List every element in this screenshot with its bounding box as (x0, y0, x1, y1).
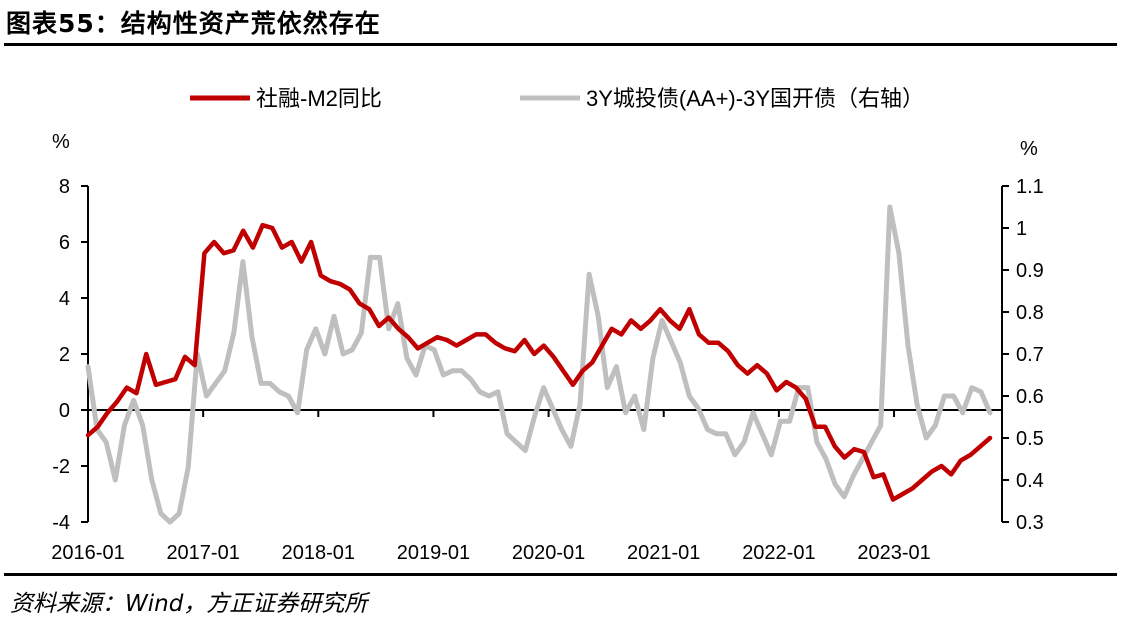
series-layer (85, 204, 993, 525)
right-tick-label: 1 (1016, 218, 1027, 240)
x-axis-ticks: 2016-01 2017-01 2018-01 2019-01 2020-01 2021-… (51, 410, 931, 564)
right-tick-label: 0.7 (1016, 344, 1044, 366)
right-tick-label: 0.9 (1016, 260, 1044, 282)
series-line-social-financing-m2 (85, 222, 993, 502)
left-axis-unit: % (52, 131, 70, 153)
x-tick-label: 2019-01 (397, 542, 470, 564)
x-tick-label: 2018-01 (282, 542, 355, 564)
left-tick-label: 8 (59, 176, 70, 198)
x-tick-label: 2022-01 (742, 542, 815, 564)
source-divider (4, 573, 1117, 576)
title-divider (4, 43, 1117, 46)
legend: 社融-M2同比 3Y城投债(AA+)-3Y国开债（右轴） (190, 86, 924, 111)
right-tick-label: 1.1 (1016, 176, 1044, 198)
left-tick-label: 6 (59, 232, 70, 254)
x-tick-label: 2016-01 (51, 542, 124, 564)
x-tick-label: 2021-01 (627, 542, 700, 564)
left-tick-label: -2 (52, 456, 70, 478)
series-line-bond-spread (85, 204, 993, 525)
left-tick-label: -4 (52, 512, 70, 534)
left-tick-label: 0 (59, 400, 70, 422)
figure-title: 图表55：结构性资产荒依然存在 (6, 9, 381, 38)
right-tick-label: 0.6 (1016, 386, 1044, 408)
right-axis-ticks: 1.1 1 0.9 0.8 0.7 0.6 0.5 0.4 0.3 (1002, 176, 1044, 534)
legend-label-series-2: 3Y城投债(AA+)-3Y国开债（右轴） (586, 86, 924, 111)
left-tick-label: 2 (59, 344, 70, 366)
legend-label-series-1: 社融-M2同比 (256, 86, 382, 111)
right-tick-label: 0.5 (1016, 428, 1044, 450)
source-note: 资料来源：Wind，方正证券研究所 (10, 591, 368, 617)
x-tick-label: 2017-01 (166, 542, 239, 564)
right-tick-label: 0.4 (1016, 470, 1044, 492)
x-tick-label: 2020-01 (512, 542, 585, 564)
x-tick-label: 2023-01 (857, 542, 930, 564)
left-axis-ticks: 8 6 4 2 0 -2 -4 (52, 176, 88, 534)
right-tick-label: 0.8 (1016, 302, 1044, 324)
left-tick-label: 4 (59, 288, 70, 310)
right-tick-label: 0.3 (1016, 512, 1044, 534)
right-axis-unit: % (1020, 138, 1038, 160)
